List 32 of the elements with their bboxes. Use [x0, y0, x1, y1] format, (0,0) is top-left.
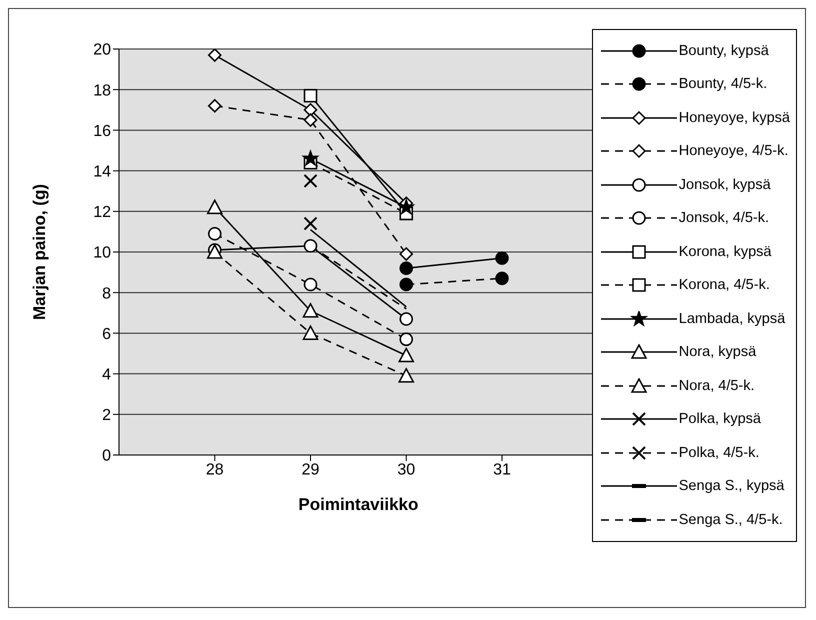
x-tick-label: 30	[397, 461, 416, 478]
legend-label: Nora, kypsä	[678, 344, 756, 360]
y-tick-label: 0	[102, 448, 112, 465]
y-tick-label: 4	[102, 366, 112, 384]
y-tick-label: 14	[93, 163, 112, 180]
x-tick-label: 31	[493, 461, 512, 478]
x-axis-title: Poimintaviikko	[298, 495, 418, 514]
legend-label: Bounty, kypsä	[678, 42, 769, 59]
y-tick-label: 10	[93, 244, 112, 262]
legend-label: Lambada, kypsä	[678, 310, 786, 327]
legend-label: Korona, 4/5-k.	[678, 277, 770, 294]
y-axis-title: Marjan paino, (g)	[30, 184, 50, 320]
legend-label: Jonsok, kypsä	[678, 176, 771, 193]
legend-label: Honeyoye, kypsä	[678, 110, 790, 126]
legend-label: Nora, 4/5-k.	[678, 378, 755, 394]
x-tick-label: 29	[302, 461, 320, 478]
legend-label: Senga S., kypsä	[678, 478, 784, 494]
legend-label: Bounty, 4/5-k.	[678, 76, 768, 92]
y-tick-label: 12	[93, 204, 112, 222]
legend-label: Korona, kypsä	[678, 244, 772, 260]
x-tick-label: 28	[206, 461, 224, 478]
y-tick-label: 6	[102, 326, 112, 343]
y-tick-label: 8	[102, 285, 112, 302]
y-tick-label: 18	[93, 82, 112, 100]
legend-label: Polka, 4/5-k.	[678, 444, 760, 461]
y-tick-label: 20	[93, 42, 112, 59]
legend-label: Polka, kypsä	[678, 411, 761, 428]
y-tick-label: 2	[102, 407, 112, 424]
legend-label: Honeyoye, 4/5-k.	[678, 143, 788, 160]
legend-label: Jonsok, 4/5-k.	[678, 210, 770, 226]
legend-label: Senga S., 4/5-k.	[678, 512, 783, 528]
y-tick-label: 16	[93, 122, 112, 140]
